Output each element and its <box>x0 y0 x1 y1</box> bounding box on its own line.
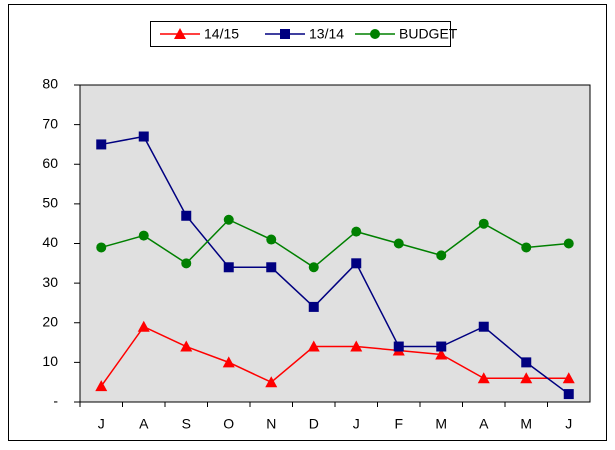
data-point <box>180 340 193 352</box>
y-tick-label: 30 <box>42 274 58 290</box>
x-tick-label: S <box>182 416 191 432</box>
y-tick-label: - <box>53 393 58 409</box>
data-point <box>478 218 489 229</box>
x-tick-label: J <box>98 416 105 432</box>
legend-label: BUDGET <box>399 26 458 42</box>
series-line <box>101 135 570 395</box>
x-tick-label: N <box>266 416 276 432</box>
data-point <box>393 341 404 352</box>
data-point <box>181 210 192 221</box>
data-point <box>308 301 319 312</box>
data-point <box>393 238 404 249</box>
data-point <box>435 348 448 360</box>
x-tick-label: A <box>139 416 149 432</box>
data-point <box>350 340 363 352</box>
data-point <box>563 238 574 249</box>
y-tick-label: 70 <box>42 115 58 131</box>
data-point <box>521 242 532 253</box>
data-point <box>351 226 362 237</box>
legend-marker <box>370 29 380 39</box>
data-point <box>96 139 107 150</box>
x-tick-label: O <box>223 416 234 432</box>
x-tick-label: J <box>565 416 572 432</box>
x-tick-label: M <box>520 416 532 432</box>
x-tick-label: D <box>309 416 319 432</box>
series-line <box>100 325 569 387</box>
legend-marker <box>174 28 186 39</box>
data-point <box>265 376 278 388</box>
series-line <box>101 218 569 269</box>
y-tick-label: 20 <box>42 313 58 329</box>
data-point <box>520 372 533 384</box>
x-tick-label: F <box>394 416 403 432</box>
data-point <box>222 356 235 368</box>
data-point <box>521 357 532 368</box>
y-tick-label: 10 <box>42 353 58 369</box>
data-point <box>563 389 574 400</box>
data-point <box>95 380 108 392</box>
data-point <box>562 372 575 384</box>
data-point <box>436 341 447 352</box>
data-point <box>138 131 149 142</box>
y-tick-label: 60 <box>42 155 58 171</box>
y-tick-label: 80 <box>42 76 58 92</box>
data-point <box>308 262 319 273</box>
legend-label: 13/14 <box>309 26 344 42</box>
y-tick-label: 50 <box>42 195 58 211</box>
data-point <box>223 262 234 273</box>
data-point <box>436 250 447 261</box>
data-point <box>137 320 150 332</box>
y-tick-label: 40 <box>42 234 58 250</box>
legend-label: 14/15 <box>204 26 239 42</box>
x-tick-label: M <box>435 416 447 432</box>
x-tick-label: A <box>479 416 489 432</box>
data-point <box>223 214 234 225</box>
data-point <box>138 230 149 241</box>
legend-marker <box>280 29 290 39</box>
data-point <box>266 234 277 245</box>
data-point <box>351 258 362 269</box>
x-tick-label: J <box>353 416 360 432</box>
data-point <box>477 372 490 384</box>
data-point <box>181 258 192 269</box>
data-point <box>307 340 320 352</box>
plot-area <box>79 84 591 403</box>
data-point <box>96 242 107 253</box>
data-point <box>266 262 277 273</box>
data-point <box>478 321 489 332</box>
